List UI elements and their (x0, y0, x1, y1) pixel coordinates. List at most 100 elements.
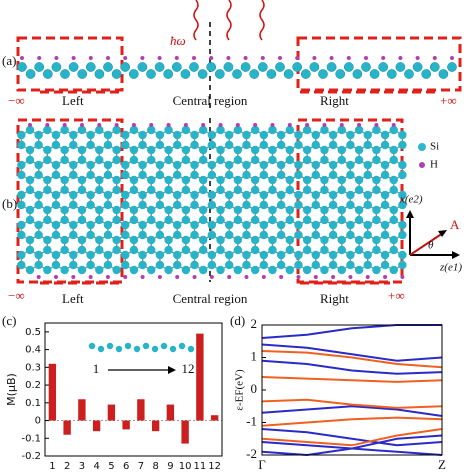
si-atom (111, 69, 122, 79)
si-atom (224, 140, 234, 150)
si-atom (155, 200, 165, 210)
si-atom (51, 130, 61, 140)
si-atom (328, 140, 338, 150)
h-atom (329, 56, 334, 60)
si-atom (199, 125, 208, 135)
si-atom (43, 235, 52, 245)
si-atom (147, 245, 156, 255)
si-atom (389, 175, 398, 185)
si-atom (372, 235, 381, 245)
band-line (261, 359, 443, 375)
si-atom (43, 265, 52, 275)
h-atom (331, 275, 336, 279)
si-atom (216, 265, 225, 275)
si-atom (398, 130, 407, 140)
si-atom (363, 200, 372, 210)
si-atom (173, 170, 182, 180)
si-atom (380, 200, 390, 210)
si-atom (224, 220, 234, 230)
si-atom (154, 62, 165, 72)
si-atom (328, 230, 338, 240)
si-atom (129, 245, 139, 255)
h-atom (313, 275, 318, 279)
si-atom (275, 62, 285, 72)
h-atom (218, 123, 223, 127)
si-atom (25, 175, 35, 185)
h-atom (28, 123, 32, 127)
si-atom (318, 69, 328, 79)
si-atom (120, 62, 131, 72)
si-atom (398, 190, 407, 200)
diagram (16, 0, 462, 285)
si-atom (259, 260, 269, 270)
si-atom (60, 175, 69, 185)
si-atom (189, 62, 199, 72)
si-atom (173, 130, 182, 140)
si-atom (164, 125, 173, 135)
si-atom (103, 220, 113, 230)
x-tick-label: 2 (64, 461, 70, 472)
si-atom (242, 160, 251, 170)
si-atom (103, 130, 113, 140)
si-atom (363, 130, 372, 140)
h-atom (149, 123, 154, 127)
si-atom (95, 265, 104, 275)
si-atom (285, 125, 295, 135)
si-atom (369, 69, 380, 79)
si-atom (77, 125, 87, 135)
si-atom (346, 250, 355, 260)
h-atom (365, 275, 370, 279)
h-atom (201, 123, 206, 127)
h-atom (174, 56, 179, 60)
si-atom (181, 245, 191, 255)
h-atom (209, 56, 214, 60)
si-atom (354, 155, 364, 165)
h-atom (53, 275, 58, 279)
si-atom (224, 130, 234, 140)
si-atom (250, 125, 260, 135)
si-atom (164, 235, 173, 245)
h-atom (88, 275, 93, 279)
si-atom (86, 140, 95, 150)
h-atom (123, 56, 128, 60)
h-legend-dot (419, 162, 425, 168)
si-atom (94, 69, 105, 79)
si-atom (207, 260, 217, 270)
si-atom (259, 200, 269, 210)
si-atom (276, 250, 286, 260)
si-atom (181, 175, 191, 185)
si-atom (86, 220, 95, 230)
si-atom (190, 190, 199, 200)
si-atom (242, 220, 251, 230)
si-atom (268, 245, 277, 255)
si-atom (206, 62, 217, 72)
si-atom (328, 130, 338, 140)
si-atom (181, 205, 191, 215)
si-atom (51, 250, 61, 260)
vector-label: A (450, 217, 460, 232)
si-atom (363, 190, 372, 200)
si-atom (294, 200, 303, 210)
h-atom (114, 123, 119, 127)
si-atom (95, 125, 104, 135)
si-atom (285, 205, 295, 215)
si-atom (43, 155, 52, 165)
si-atom (285, 235, 295, 245)
si-atom (214, 69, 225, 79)
si-atom (138, 160, 147, 170)
y-tick-label: 0.4 (25, 345, 41, 356)
h-atom (348, 275, 353, 279)
h-atom (45, 123, 50, 127)
si-atom (285, 185, 295, 195)
si-atom (138, 200, 147, 210)
si-atom (129, 125, 139, 135)
si-atom (302, 235, 312, 245)
si-atom (129, 265, 139, 275)
si-atom (320, 235, 329, 245)
y-tick-label: 0.2 (25, 380, 41, 391)
si-atom (354, 185, 364, 195)
si-atom (389, 125, 398, 135)
si-atom (17, 140, 26, 150)
si-atom (224, 160, 234, 170)
si-atom (51, 200, 61, 210)
